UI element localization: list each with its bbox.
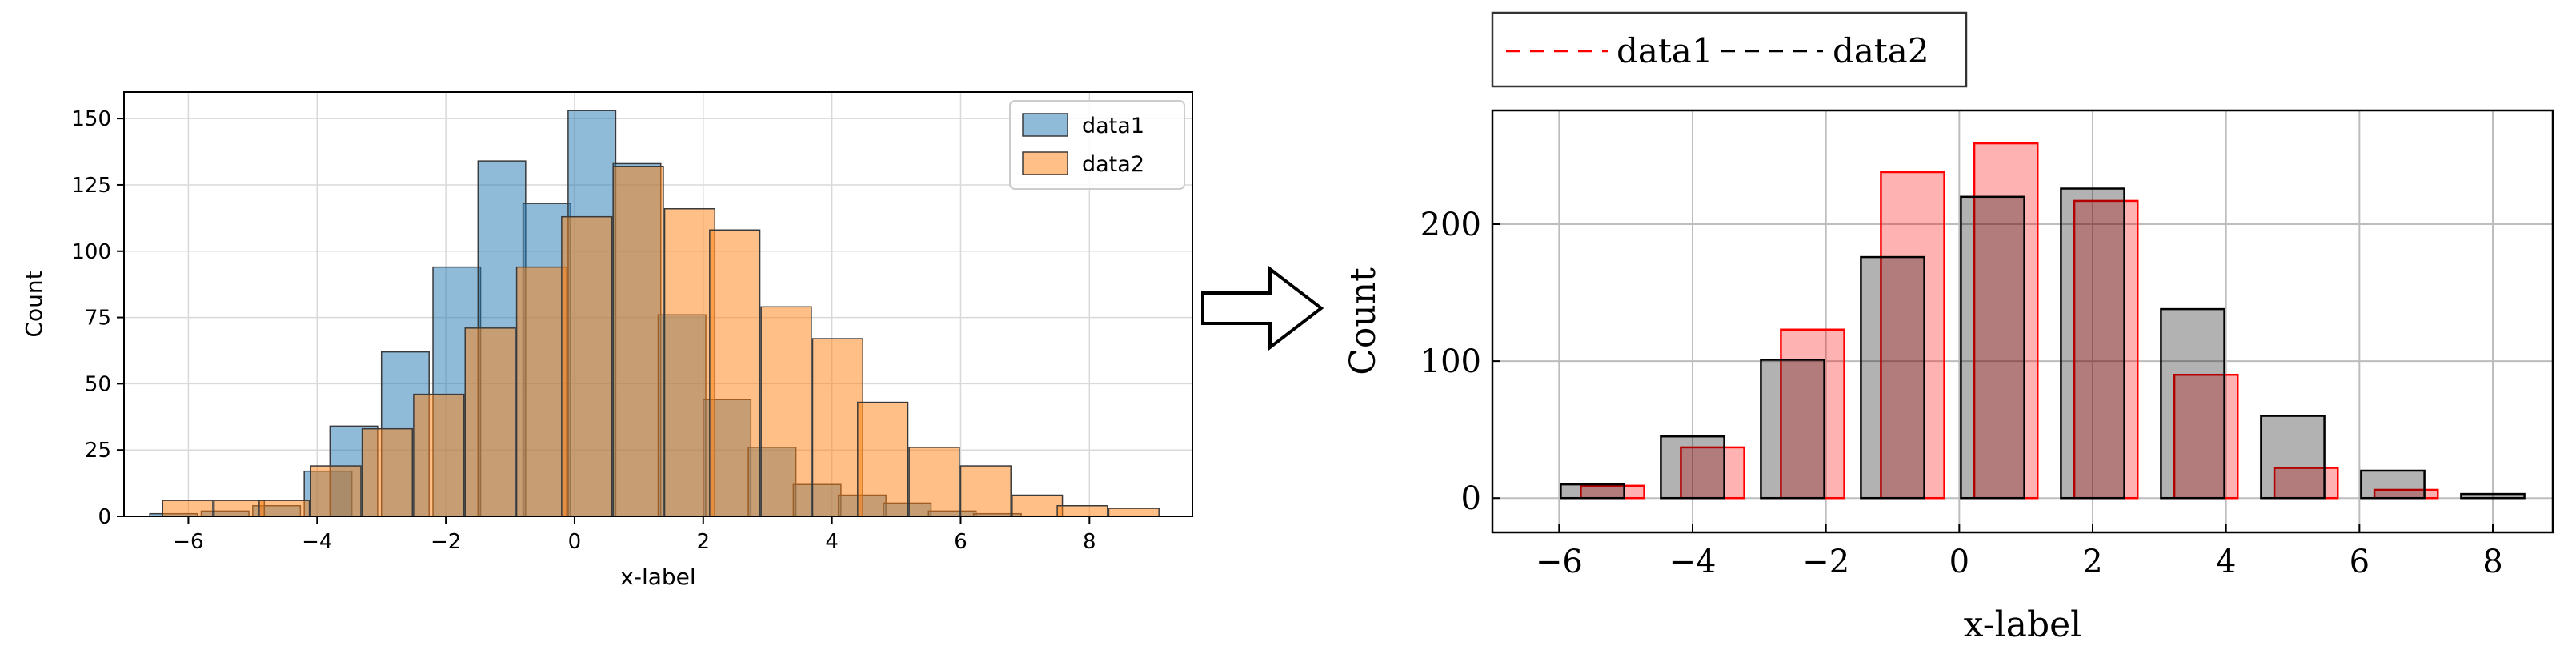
left-bar-data2 [413,393,465,517]
right-bar-data2 [2060,187,2125,500]
right-legend-label-data2: data2 [1833,31,1929,70]
right-bar-data2 [1560,483,1625,500]
right-ticks: −6 −4 −2 0 2 4 6 8 0 100 200 [1420,207,2503,580]
left-bar-data2 [561,215,613,517]
left-bar-data2 [1108,508,1160,517]
left-bar-data2 [709,229,761,517]
left-x-tick-label: −2 [431,530,461,554]
left-bar-data2 [857,401,909,517]
left-bar-data2 [959,465,1012,517]
right-x-tick-label: 0 [1949,544,1969,580]
right-bar-data2 [2360,469,2426,500]
left-ticks: −6 −4 −2 0 2 4 6 8 0 25 50 75 100 125 150 [71,107,1096,554]
left-y-tick-label: 75 [85,307,111,331]
right-y-tick-label: 100 [1420,343,1481,380]
left-bar-data2 [515,266,568,517]
left-bar-data2 [663,208,716,517]
right-bar-data1 [2073,199,2139,500]
right-bar-data2 [1860,255,1925,500]
right-y-axis-label: Count [1343,267,1384,375]
right-legend-label-data1: data1 [1617,31,1713,70]
left-histogram-chart: −6 −4 −2 0 2 4 6 8 0 25 50 75 100 125 150 x-label Coun… [21,91,1193,590]
left-bar-data2 [760,306,812,517]
left-x-tick-label: 6 [954,530,968,554]
left-y-tick-label: 50 [85,372,111,396]
left-legend-label-data2: data2 [1082,152,1144,177]
left-bar-data2 [811,338,863,517]
right-bar-data1 [1880,171,1945,500]
right-bar-data2 [2160,307,2225,500]
right-x-axis-label: x-label [1964,604,2082,645]
right-y-tick-label: 0 [1461,480,1481,517]
right-legend: data1 data2 [1491,11,1968,88]
left-bar-data2 [908,447,960,517]
left-bar-data2 [612,166,664,517]
left-y-tick-label: 150 [71,107,111,131]
right-bars [1560,142,2526,500]
transform-arrow-icon [1201,265,1324,351]
right-bar-data1 [1780,328,1845,500]
right-axes-frame [1491,109,2554,534]
left-x-tick-label: 0 [568,530,582,554]
left-bar-data2 [1056,505,1108,517]
left-bar-data2 [258,500,310,517]
left-bars [149,110,1160,517]
left-legend-label-data1: data1 [1082,114,1144,138]
left-bar-data2 [464,327,516,517]
left-x-axis-label: x-label [620,564,695,590]
left-axes-frame [123,91,1193,517]
left-y-axis-label: Count [21,271,47,337]
right-x-tick-label: 8 [2482,544,2502,580]
right-bar-data2 [1660,435,1725,500]
right-x-tick-label: 2 [2082,544,2102,580]
left-y-tick-label: 125 [71,174,111,198]
left-x-tick-label: 8 [1083,530,1096,554]
right-x-tick-label: −4 [1669,544,1717,580]
right-x-tick-label: 6 [2350,544,2370,580]
right-bar-data2 [1960,195,2025,500]
right-x-tick-label: −2 [1802,544,1849,580]
left-y-tick-label: 100 [71,240,111,264]
left-x-tick-label: −6 [173,530,203,554]
left-bar-data2 [213,500,266,517]
left-bar-data2 [162,500,214,517]
left-legend-swatch-data1 [1022,113,1068,137]
left-x-tick-label: 4 [825,530,839,554]
right-legend-box [1491,11,1968,88]
right-x-tick-label: −6 [1536,544,1583,580]
left-bar-data2 [1012,494,1064,517]
right-bar-data2 [1760,359,1825,500]
right-bar-data2 [2460,492,2526,500]
right-x-tick-label: 4 [2216,544,2236,580]
left-bar-data2 [361,427,414,517]
left-y-tick-label: 25 [85,439,111,463]
left-legend-swatch-data2 [1022,151,1068,175]
right-y-tick-label: 200 [1420,207,1481,243]
left-legend: data1 data2 [1009,100,1185,190]
left-x-tick-label: 2 [697,530,711,554]
left-x-tick-label: −4 [302,530,332,554]
right-bar-data1 [1973,142,2039,500]
left-y-tick-label: 0 [98,505,111,529]
left-bar-data2 [310,465,362,517]
right-bar-data2 [2260,415,2326,500]
